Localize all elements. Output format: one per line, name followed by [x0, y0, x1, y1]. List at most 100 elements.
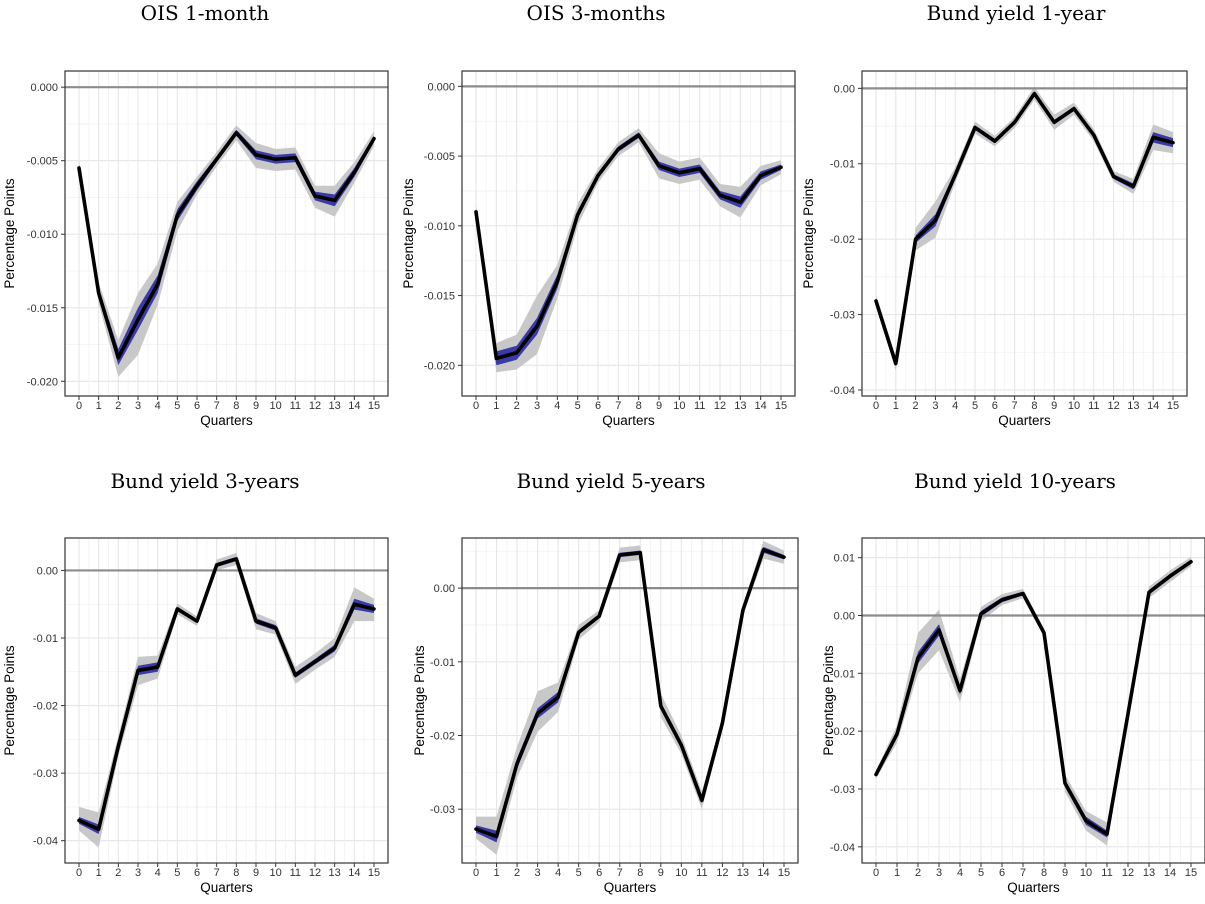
x-tick-label: 2: [514, 400, 520, 412]
x-tick-label: 12: [309, 400, 321, 412]
x-tick-label: 7: [1012, 400, 1018, 412]
x-tick-label: 1: [96, 867, 102, 879]
x-tick-label: 4: [155, 867, 161, 879]
y-tick-label: -0.020: [424, 360, 455, 372]
y-tick-label: -0.015: [424, 291, 455, 303]
plot-border: [861, 70, 1188, 397]
x-tick-label: 15: [1167, 400, 1179, 412]
y-axis-label: Percentage Points: [401, 178, 416, 289]
x-tick-label: 8: [637, 867, 643, 879]
y-tick-label: -0.010: [424, 221, 455, 233]
y-tick-label: -0.03: [830, 784, 855, 796]
x-tick-label: 2: [915, 867, 921, 879]
y-tick-label: 0.00: [834, 83, 855, 95]
impulse-response-line: [874, 559, 1193, 836]
x-tick-label: 15: [368, 400, 380, 412]
x-tick-label: 7: [214, 400, 220, 412]
x-tick-label: 11: [1088, 400, 1099, 412]
x-axis-label: Quarters: [200, 413, 253, 428]
y-tick-label: 0.00: [37, 565, 58, 577]
x-tick-label: 7: [214, 867, 220, 879]
x-tick-label: 6: [194, 867, 200, 879]
x-axis-label: Quarters: [1007, 880, 1060, 895]
x-tick-label: 4: [155, 400, 161, 412]
x-tick-label: 15: [368, 867, 380, 879]
x-tick-label: 8: [1041, 867, 1047, 879]
x-tick-label: 9: [1062, 867, 1068, 879]
y-tick-label: 0.000: [427, 81, 455, 93]
x-tick-label: 3: [535, 867, 541, 879]
x-tick-label: 0: [873, 867, 879, 879]
impulse-response-line: [77, 557, 376, 832]
x-tick-label: 8: [1031, 400, 1037, 412]
x-tick-label: 3: [932, 400, 938, 412]
y-axis-label: Percentage Points: [2, 178, 17, 289]
x-axis-label: Quarters: [998, 413, 1051, 428]
x-tick-label: 9: [658, 867, 664, 879]
y-axis-label: Percentage Points: [2, 645, 17, 756]
impulse-response-line: [77, 130, 376, 360]
x-tick-label: 14: [348, 867, 360, 879]
x-tick-label: 12: [1107, 400, 1119, 412]
x-tick-label: 5: [972, 400, 978, 412]
chart-title: Bund yield 10-years: [914, 469, 1116, 493]
y-tick-label: -0.02: [33, 701, 58, 713]
x-tick-label: 12: [714, 400, 726, 412]
x-tick-label: 0: [873, 400, 879, 412]
x-tick-label: 2: [115, 400, 121, 412]
y-tick-label: -0.01: [830, 159, 855, 171]
x-tick-label: 14: [348, 400, 360, 412]
x-tick-label: 5: [575, 400, 581, 412]
x-axis-label: Quarters: [602, 413, 655, 428]
x-tick-label: 8: [233, 400, 239, 412]
y-tick-label: -0.005: [27, 156, 58, 168]
x-tick-label: 3: [135, 400, 141, 412]
chart-panel-3: -0.04-0.03-0.02-0.010.000 1 2 3 4 5 6 7 8 9 10 11 12…: [801, 1, 1188, 428]
chart-title: Bund yield 3-years: [110, 469, 299, 493]
x-tick-label: 5: [978, 867, 984, 879]
x-tick-label: 6: [992, 400, 998, 412]
x-tick-label: 15: [775, 400, 787, 412]
x-tick-label: 10: [270, 867, 282, 879]
x-tick-label: 14: [1164, 867, 1176, 879]
x-tick-label: 2: [115, 867, 121, 879]
x-tick-label: 0: [76, 867, 82, 879]
y-tick-label: -0.020: [27, 376, 58, 388]
x-tick-label: 6: [595, 400, 601, 412]
y-tick-label: -0.005: [424, 151, 455, 163]
y-tick-label: 0.000: [30, 82, 58, 94]
x-tick-label: 2: [913, 400, 919, 412]
x-tick-label: 1: [493, 867, 499, 879]
plot-border: [64, 70, 389, 397]
x-tick-label: 10: [270, 400, 282, 412]
y-axis-label: Percentage Points: [821, 645, 836, 756]
x-tick-label: 6: [999, 867, 1005, 879]
x-tick-label: 13: [1143, 867, 1155, 879]
impulse-response-line: [474, 133, 783, 361]
plot-border: [861, 537, 1205, 864]
y-tick-label: -0.04: [33, 836, 58, 848]
x-tick-label: 4: [952, 400, 958, 412]
chart-panel-4: -0.04-0.03-0.02-0.010.000 1 2 3 4 5 6 7 8 9 10 11 12…: [2, 469, 389, 895]
x-tick-label: 8: [636, 400, 642, 412]
x-tick-label: 13: [329, 867, 341, 879]
chart-title: OIS 1-month: [141, 1, 270, 25]
y-tick-label: 0.01: [834, 553, 855, 565]
y-tick-label: -0.01: [430, 657, 455, 669]
x-tick-label: 7: [1020, 867, 1026, 879]
y-tick-label: -0.01: [33, 633, 58, 645]
chart-title: Bund yield 5-years: [516, 469, 705, 493]
x-axis-label: Quarters: [604, 880, 657, 895]
x-tick-label: 3: [936, 867, 942, 879]
x-tick-label: 15: [778, 867, 790, 879]
x-tick-label: 11: [1101, 867, 1112, 879]
y-tick-label: -0.015: [27, 303, 58, 315]
y-tick-label: -0.03: [830, 310, 855, 322]
x-tick-label: 7: [617, 867, 623, 879]
x-tick-label: 11: [290, 400, 301, 412]
x-tick-label: 1: [493, 400, 499, 412]
x-tick-label: 9: [656, 400, 662, 412]
